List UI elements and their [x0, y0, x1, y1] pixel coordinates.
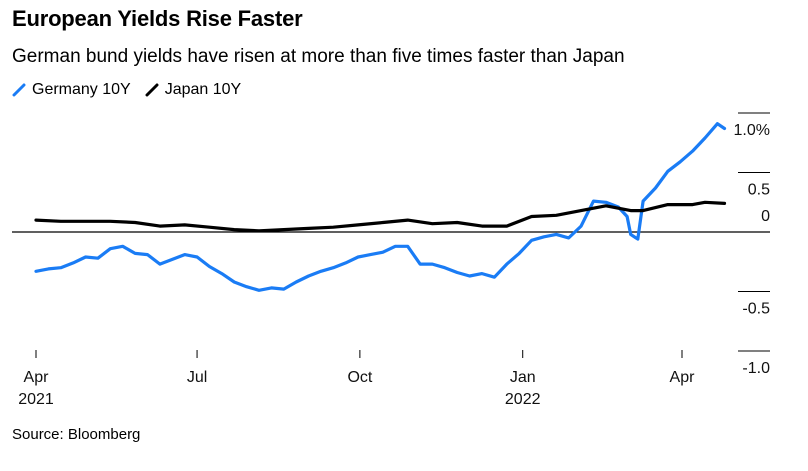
- legend-item-germany: Germany 10Y: [12, 81, 131, 99]
- y-tick-label: 0.5: [748, 182, 770, 199]
- y-tick-label: -1.0: [742, 360, 770, 377]
- chart-subtitle: German bund yields have risen at more th…: [12, 46, 625, 67]
- x-tick-year: 2021: [18, 391, 54, 408]
- x-tick-year: 2022: [505, 391, 541, 408]
- y-tick-label: 0: [761, 208, 770, 225]
- x-tick-label: Apr: [670, 369, 696, 386]
- y-tick-label: -0.5: [742, 301, 770, 318]
- y-tick-label: 1.0%: [734, 122, 770, 139]
- legend-label-germany: Germany 10Y: [32, 81, 131, 98]
- legend-label-japan: Japan 10Y: [164, 81, 242, 98]
- x-tick-label: Apr: [24, 369, 50, 386]
- legend: Germany 10Y Japan 10Y: [12, 80, 255, 100]
- series-line-japan: [34, 200, 727, 233]
- source-note: Source: Bloomberg: [12, 426, 141, 443]
- chart-title: European Yields Rise Faster: [12, 6, 303, 31]
- legend-swatch-germany: [12, 83, 26, 97]
- series-line-germany: [34, 122, 727, 292]
- x-tick-label: Jan: [510, 369, 536, 386]
- x-tick-label: Oct: [347, 369, 372, 386]
- legend-item-japan: Japan 10Y: [145, 81, 242, 99]
- x-tick-label: Jul: [187, 369, 207, 386]
- legend-swatch-japan: [145, 83, 159, 97]
